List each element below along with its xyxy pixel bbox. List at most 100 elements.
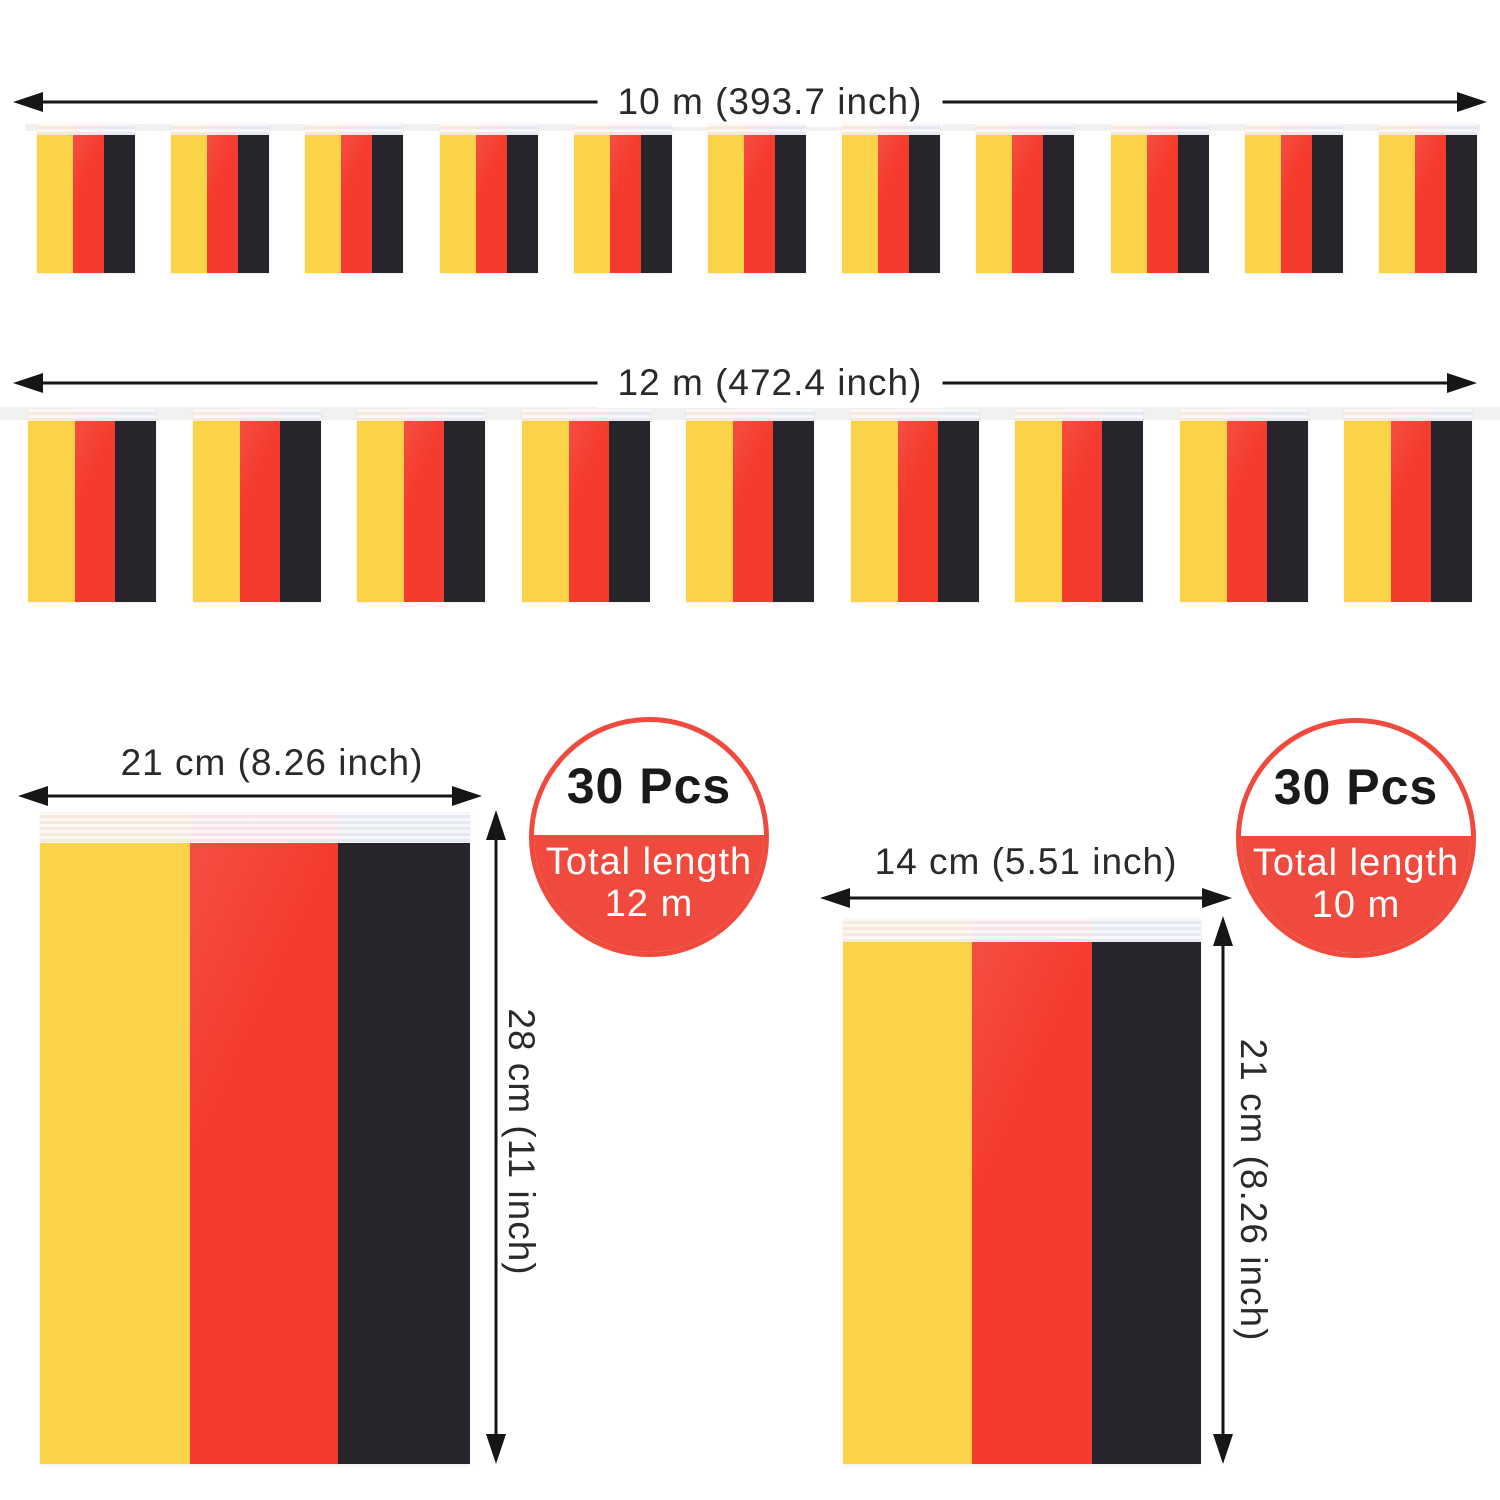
arrowhead-left-icon <box>18 786 48 806</box>
tape-over-black <box>371 123 403 135</box>
flag-stripe-yellow <box>1379 135 1416 273</box>
flag-hanging-tape <box>37 123 135 135</box>
tape-over-red <box>878 123 909 135</box>
flag-stripe-red <box>1281 135 1312 273</box>
flag-hanging-tape <box>708 123 806 135</box>
tape-over-black <box>337 812 470 843</box>
flag-hanging-tape <box>574 123 672 135</box>
flag-stripe-red <box>898 421 939 602</box>
medium-flag-height-label: 21 cm (8.26 inch) <box>1232 1024 1274 1356</box>
bunting-flag <box>574 123 672 273</box>
flag-hanging-tape <box>1180 409 1308 421</box>
flag-stripe-red <box>476 135 507 273</box>
arrowhead-down-icon <box>486 1434 506 1464</box>
bunting-flag <box>1379 123 1477 273</box>
flag-stripe-black <box>337 843 470 1464</box>
arrowhead-right-icon <box>1447 373 1477 393</box>
flag-stripe-yellow <box>37 135 74 273</box>
flag-stripe-yellow <box>976 135 1013 273</box>
tape-over-black <box>1042 123 1074 135</box>
tape-over-red <box>240 409 281 421</box>
badge-total-length-text: Total length <box>545 841 753 883</box>
flag-hanging-tape <box>1379 123 1477 135</box>
flag-hanging-tape <box>440 123 538 135</box>
flag-stripe-red <box>1012 135 1043 273</box>
tape-over-black <box>1431 409 1472 421</box>
flag-stripe-yellow <box>686 421 734 602</box>
arrow-line <box>494 816 498 1458</box>
flag-stripe-black <box>115 421 156 602</box>
flag-hanging-tape <box>193 409 321 421</box>
tape-over-yellow <box>708 123 745 135</box>
flag-body <box>976 135 1074 273</box>
flag-hanging-tape <box>842 123 940 135</box>
tape-over-red <box>476 123 507 135</box>
large-flag-height-arrow <box>485 810 507 1464</box>
flag-stripe-red <box>569 421 610 602</box>
flag-body <box>1245 135 1343 273</box>
flag-stripe-red <box>1227 421 1268 602</box>
count-badge-10m: 30 Pcs Total length 10 m <box>1236 718 1476 958</box>
flag-stripe-yellow <box>1015 421 1063 602</box>
flag-hanging-tape <box>1111 123 1209 135</box>
flag-hanging-tape <box>1015 409 1143 421</box>
count-badge-12m: 30 Pcs Total length 12 m <box>529 717 769 957</box>
bunting-flag <box>851 409 979 602</box>
tape-over-yellow <box>440 123 477 135</box>
tape-over-yellow <box>305 123 342 135</box>
large-flag-width-label: 21 cm (8.26 inch) <box>100 738 444 788</box>
tape-over-yellow <box>171 123 208 135</box>
flag-hanging-tape <box>357 409 485 421</box>
tape-over-yellow <box>843 918 972 942</box>
flag-hanging-tape <box>40 812 470 843</box>
bunting-flag <box>357 409 485 602</box>
flag-hanging-tape <box>1344 409 1472 421</box>
flag-stripe-yellow <box>28 421 76 602</box>
flag-stripe-yellow <box>1180 421 1228 602</box>
badge-pieces-text: 30 Pcs <box>566 758 732 814</box>
tape-over-yellow <box>574 123 611 135</box>
large-flag-height-label: 28 cm (11 inch) <box>500 994 542 1290</box>
flag-stripe-black <box>609 421 650 602</box>
flag-stripe-yellow <box>574 135 611 273</box>
flag-body <box>1015 421 1143 602</box>
length-label-10m: 10 m (393.7 inch) <box>597 77 943 127</box>
tape-over-red <box>1415 123 1446 135</box>
flag-stripe-red <box>1391 421 1432 602</box>
flag-stripe-black <box>1102 421 1143 602</box>
tape-over-red <box>341 123 372 135</box>
flag-stripe-yellow <box>305 135 342 273</box>
flag-hanging-tape <box>305 123 403 135</box>
flag-hanging-tape <box>976 123 1074 135</box>
flag-stripe-black <box>640 135 672 273</box>
flag-stripe-red <box>1062 421 1103 602</box>
flag-hanging-tape <box>171 123 269 135</box>
flag-hanging-tape <box>686 409 814 421</box>
tape-over-yellow <box>1245 123 1282 135</box>
bunting-flag <box>842 123 940 273</box>
tape-over-red <box>1062 409 1103 421</box>
tape-over-red <box>971 918 1092 942</box>
flag-stripe-red <box>75 421 116 602</box>
arrowhead-down-icon <box>1213 1434 1233 1464</box>
bunting-flag <box>1180 409 1308 602</box>
tape-over-red <box>898 409 939 421</box>
tape-over-black <box>1102 409 1143 421</box>
flag-body <box>193 421 321 602</box>
tape-over-yellow <box>37 123 74 135</box>
tape-over-black <box>609 409 650 421</box>
flag-hanging-tape <box>843 918 1201 942</box>
tape-over-red <box>569 409 610 421</box>
tape-over-red <box>1281 123 1312 135</box>
flag-stripe-red <box>240 421 281 602</box>
bunting-flag <box>28 409 156 602</box>
flag-body <box>440 135 538 273</box>
flag-stripe-black <box>237 135 269 273</box>
tape-over-yellow <box>40 812 191 843</box>
flag-stripe-red <box>971 942 1092 1464</box>
flag-body <box>1344 421 1472 602</box>
arrow-line <box>1221 922 1225 1458</box>
flag-body <box>842 135 940 273</box>
medium-flag-height-arrow <box>1212 916 1234 1464</box>
